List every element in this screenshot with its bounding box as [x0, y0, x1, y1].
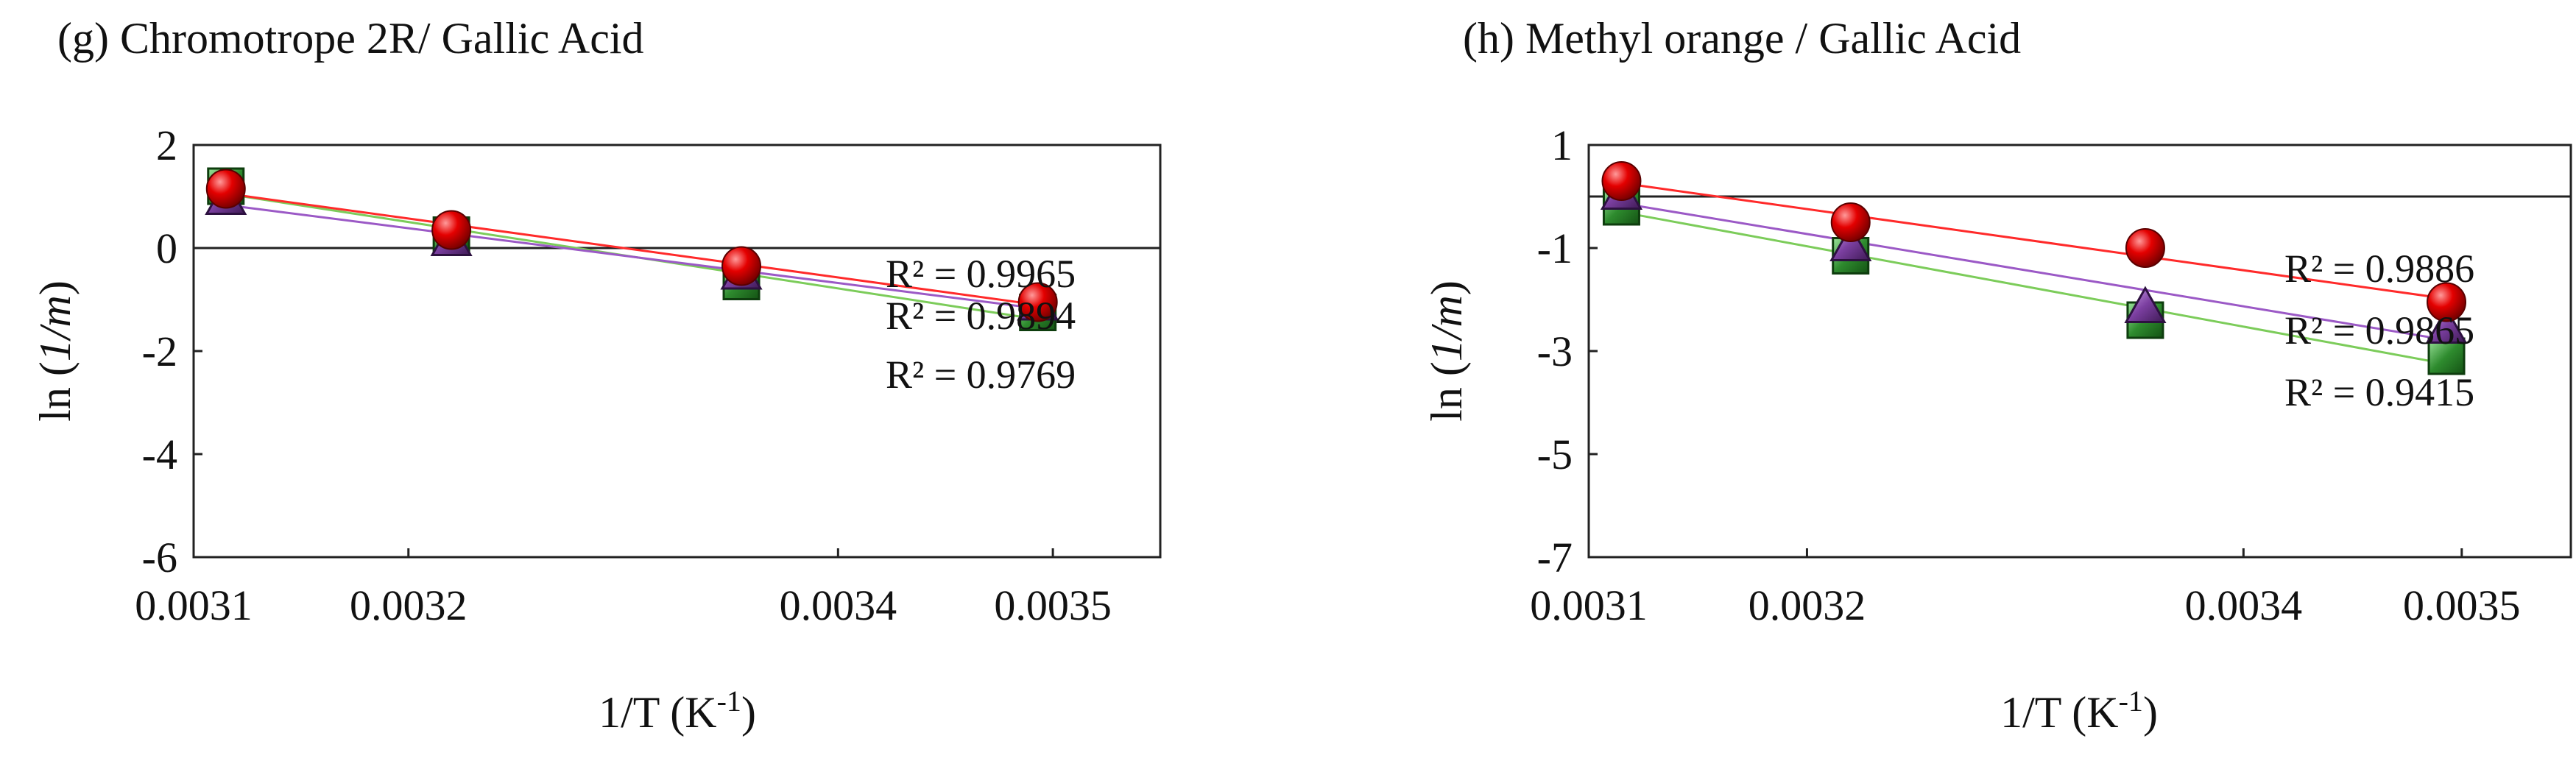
plot-frame	[192, 144, 1162, 559]
r-squared-label: R² = 0.9965	[886, 252, 1076, 296]
x-tick-label: 0.0034	[2185, 581, 2303, 629]
trend-line	[1621, 210, 2447, 366]
y-tick-label: -3	[1537, 328, 1573, 375]
y-tick-label: -5	[1537, 431, 1573, 478]
trend-line	[1621, 202, 2447, 341]
r-squared-label: R² = 0.9769	[886, 353, 1076, 397]
square-marker	[2427, 337, 2466, 375]
circle-marker	[2427, 282, 2467, 322]
triangle-marker	[2124, 286, 2167, 323]
circle-marker	[1601, 161, 1642, 201]
tick-layer: 2 0 -2 -4 -60.0031 0.0032 0.0034 0.0035	[135, 121, 1160, 629]
y-tick-label: 2	[156, 121, 177, 169]
circle-marker	[721, 246, 762, 286]
y-tick-label: 0	[156, 224, 177, 272]
chart-panel-h: (h) Methyl orange / Gallic Acid 1 -1 -3 -5 -…	[1422, 14, 2572, 737]
x-axis-label: 1/T (K-1)	[2000, 684, 2158, 737]
circle-marker	[205, 169, 246, 209]
x-tick-label: 0.0032	[1748, 581, 1866, 629]
x-tick-label: 0.0035	[2403, 581, 2521, 629]
r-squared-label: R² = 0.9865	[2284, 308, 2474, 353]
circle-marker	[1017, 282, 1058, 322]
x-tick-label: 0.0031	[1530, 581, 1648, 629]
y-tick-label: -4	[142, 431, 177, 478]
y-tick-label: -7	[1537, 534, 1573, 581]
triangle-marker	[1829, 224, 1872, 261]
trend-line	[1621, 182, 2447, 300]
circle-marker	[1830, 202, 1871, 242]
r-squared-label: R² = 0.9886	[2284, 247, 2474, 291]
y-tick-label: -2	[142, 328, 177, 375]
chart-panel-g: (g) Chromotrope 2R/ Gallic Acid 2 0 -2 -4 -6…	[31, 14, 1162, 737]
trend-line	[225, 204, 1038, 310]
r-squared-label: R² = 0.9415	[2284, 370, 2474, 414]
data-markers	[205, 167, 1059, 331]
chart-title: (g) Chromotrope 2R/ Gallic Acid	[57, 14, 644, 63]
x-axis-label: 1/T (K-1)	[599, 684, 756, 737]
tick-layer: 1 -1 -3 -5 -70.0031 0.0032 0.0034 0.0035	[1530, 121, 2571, 629]
trend-line	[225, 192, 1038, 306]
y-axis-label: ln (1/m)	[31, 280, 80, 422]
x-tick-label: 0.0035	[994, 581, 1112, 629]
x-tick-label: 0.0032	[350, 581, 467, 629]
x-tick-label: 0.0034	[780, 581, 897, 629]
y-tick-label: 1	[1551, 121, 1573, 169]
trend-lines	[1621, 182, 2447, 366]
y-tick-label: -6	[142, 534, 177, 581]
circle-marker	[2125, 228, 2165, 268]
circle-marker	[431, 210, 472, 250]
triangle-marker	[2425, 306, 2468, 344]
chart-title: (h) Methyl orange / Gallic Acid	[1463, 14, 2021, 63]
r-squared-label: R² = 0.9894	[886, 294, 1076, 338]
y-tick-label: -1	[1537, 224, 1573, 272]
data-markers	[1600, 161, 2468, 375]
x-tick-label: 0.0031	[135, 581, 253, 629]
trend-lines	[225, 192, 1038, 321]
y-axis-label: ln (1/m)	[1422, 280, 1471, 422]
